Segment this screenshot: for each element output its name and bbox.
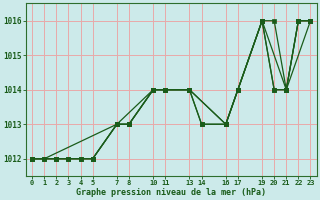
X-axis label: Graphe pression niveau de la mer (hPa): Graphe pression niveau de la mer (hPa) xyxy=(76,188,266,197)
